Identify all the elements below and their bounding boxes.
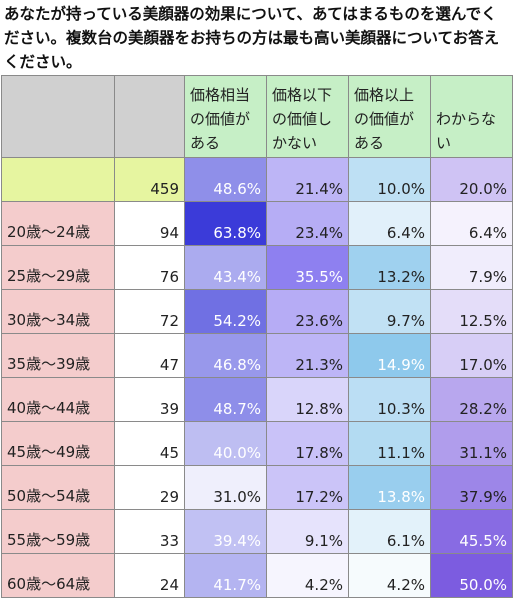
percent-cell: 31.1% (430, 421, 513, 466)
percent-cell: 21.4% (266, 157, 349, 202)
sample-count: 72 (114, 289, 185, 334)
percent-cell: 37.9% (430, 465, 513, 510)
sample-count: 39 (114, 377, 185, 422)
header-row: 価格相当の価値がある 価格以下の価値しかない 価格以上の価値がある わからない (1, 75, 513, 158)
percent-cell: 28.2% (430, 377, 513, 422)
column-header: 価格以下の価値しかない (266, 75, 349, 158)
age-group-row: 55歳～59歳 33 39.4% 9.1% 6.1% 45.5% (1, 509, 513, 554)
age-group-row: 20歳～24歳 94 63.8% 23.4% 6.4% 6.4% (1, 201, 513, 246)
sample-count: 45 (114, 421, 185, 466)
row-label (1, 157, 115, 202)
row-label: 25歳～29歳 (1, 245, 115, 290)
percent-cell: 40.0% (184, 421, 267, 466)
percent-cell: 12.8% (266, 377, 349, 422)
percent-cell: 13.8% (348, 465, 431, 510)
percent-cell: 48.7% (184, 377, 267, 422)
percent-cell: 9.1% (266, 509, 349, 554)
corner-cell (1, 75, 115, 158)
percent-cell: 43.4% (184, 245, 267, 290)
age-group-row: 30歳～34歳 72 54.2% 23.6% 9.7% 12.5% (1, 289, 513, 334)
percent-cell: 13.2% (348, 245, 431, 290)
row-label: 55歳～59歳 (1, 509, 115, 554)
row-label: 20歳～24歳 (1, 201, 115, 246)
n-header-cell (114, 75, 185, 158)
sample-count: 33 (114, 509, 185, 554)
sample-count: 24 (114, 553, 185, 598)
row-label: 30歳～34歳 (1, 289, 115, 334)
age-group-row: 60歳～64歳 24 41.7% 4.2% 4.2% 50.0% (1, 553, 513, 598)
percent-cell: 4.2% (266, 553, 349, 598)
age-group-row: 50歳～54歳 29 31.0% 17.2% 13.8% 37.9% (1, 465, 513, 510)
percent-cell: 41.7% (184, 553, 267, 598)
percent-cell: 6.4% (430, 201, 513, 246)
percent-cell: 10.0% (348, 157, 431, 202)
chart-title: あなたが持っている美顔器の効果について、あてはまるものを選んでください。複数台の… (4, 5, 500, 71)
percent-cell: 17.0% (430, 333, 513, 378)
age-group-row: 40歳～44歳 39 48.7% 12.8% 10.3% 28.2% (1, 377, 513, 422)
age-group-row: 25歳～29歳 76 43.4% 35.5% 13.2% 7.9% (1, 245, 513, 290)
sample-count: 459 (114, 157, 185, 202)
percent-cell: 6.4% (348, 201, 431, 246)
percent-cell: 20.0% (430, 157, 513, 202)
percent-cell: 21.3% (266, 333, 349, 378)
percent-cell: 45.5% (430, 509, 513, 554)
age-group-row: 45歳～49歳 45 40.0% 17.8% 11.1% 31.1% (1, 421, 513, 466)
sample-count: 94 (114, 201, 185, 246)
percent-cell: 7.9% (430, 245, 513, 290)
percent-cell: 23.6% (266, 289, 349, 334)
percent-cell: 46.8% (184, 333, 267, 378)
percent-cell: 31.0% (184, 465, 267, 510)
row-label: 40歳～44歳 (1, 377, 115, 422)
total-row: 459 48.6% 21.4% 10.0% 20.0% (1, 157, 513, 202)
percent-cell: 17.8% (266, 421, 349, 466)
column-header: 価格相当の価値がある (184, 75, 267, 158)
percent-cell: 14.9% (348, 333, 431, 378)
column-header: わからない (430, 75, 513, 158)
row-label: 60歳～64歳 (1, 553, 115, 598)
sample-count: 76 (114, 245, 185, 290)
crosstab-table: 価格相当の価値がある 価格以下の価値しかない 価格以上の価値がある わからない … (1, 75, 513, 598)
percent-cell: 39.4% (184, 509, 267, 554)
percent-cell: 50.0% (430, 553, 513, 598)
sample-count: 29 (114, 465, 185, 510)
age-group-row: 35歳～39歳 47 46.8% 21.3% 14.9% 17.0% (1, 333, 513, 378)
row-label: 45歳～49歳 (1, 421, 115, 466)
percent-cell: 35.5% (266, 245, 349, 290)
percent-cell: 48.6% (184, 157, 267, 202)
percent-cell: 23.4% (266, 201, 349, 246)
percent-cell: 9.7% (348, 289, 431, 334)
percent-cell: 4.2% (348, 553, 431, 598)
row-label: 35歳～39歳 (1, 333, 115, 378)
percent-cell: 63.8% (184, 201, 267, 246)
percent-cell: 10.3% (348, 377, 431, 422)
percent-cell: 12.5% (430, 289, 513, 334)
percent-cell: 11.1% (348, 421, 431, 466)
percent-cell: 6.1% (348, 509, 431, 554)
column-header: 価格以上の価値がある (348, 75, 431, 158)
sample-count: 47 (114, 333, 185, 378)
percent-cell: 54.2% (184, 289, 267, 334)
percent-cell: 17.2% (266, 465, 349, 510)
row-label: 50歳～54歳 (1, 465, 115, 510)
